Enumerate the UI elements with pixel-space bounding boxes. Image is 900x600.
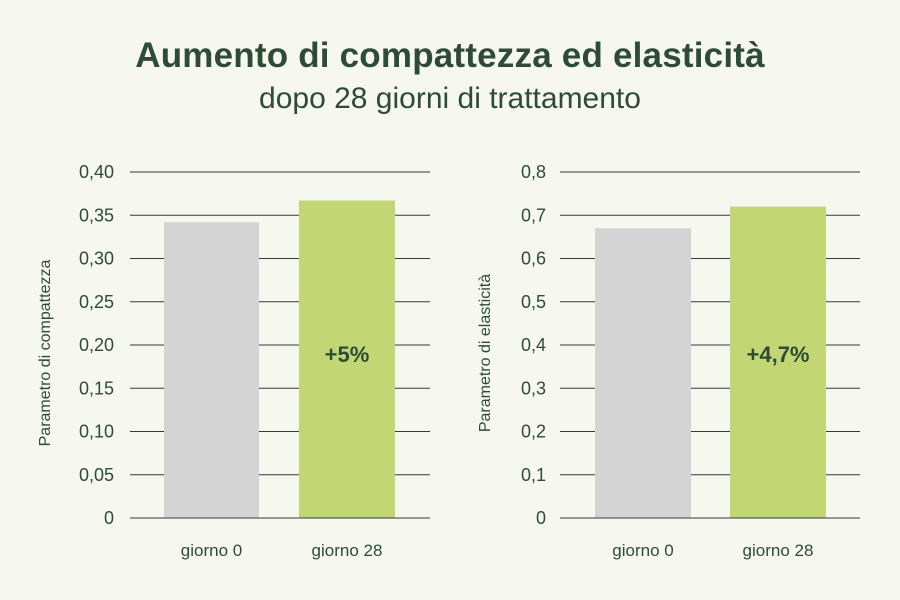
y-tick-label: 0,20 bbox=[79, 335, 114, 355]
y-tick-label: 0,35 bbox=[79, 205, 114, 225]
y-tick-label: 0,25 bbox=[79, 292, 114, 312]
y-tick-label: 0,4 bbox=[521, 335, 546, 355]
y-tick-label: 0,8 bbox=[521, 162, 546, 182]
x-tick-label: giorno 0 bbox=[181, 541, 242, 560]
x-tick-label: giorno 28 bbox=[743, 541, 814, 560]
y-tick-label: 0 bbox=[104, 508, 114, 528]
chart-title: Aumento di compattezza ed elasticità bbox=[135, 36, 765, 75]
y-tick-label: 0,15 bbox=[79, 378, 114, 398]
y-tick-label: 0,6 bbox=[521, 249, 546, 269]
y-tick-label: 0,7 bbox=[521, 205, 546, 225]
chart-subtitle: dopo 28 giorni di trattamento bbox=[259, 82, 641, 115]
bar-giorno-0 bbox=[595, 228, 691, 518]
bar-annotation: +5% bbox=[325, 342, 370, 367]
y-tick-label: 0,2 bbox=[521, 422, 546, 442]
y-axis-label: Parametro di elasticità bbox=[477, 274, 494, 432]
y-tick-label: 0,05 bbox=[79, 465, 114, 485]
y-tick-label: 0 bbox=[536, 508, 546, 528]
bar-giorno-0 bbox=[164, 222, 259, 519]
bar-giorno-28 bbox=[299, 200, 395, 519]
y-tick-label: 0,10 bbox=[79, 422, 114, 442]
y-tick-label: 0,30 bbox=[79, 249, 114, 269]
x-tick-label: giorno 0 bbox=[612, 541, 673, 560]
bar-annotation: +4,7% bbox=[747, 342, 810, 367]
y-tick-label: 0,3 bbox=[521, 378, 546, 398]
y-tick-label: 0,1 bbox=[521, 465, 546, 485]
y-tick-label: 0,5 bbox=[521, 292, 546, 312]
y-axis-label: Parametro di compattezza bbox=[37, 260, 54, 447]
bar-giorno-28 bbox=[730, 206, 826, 518]
x-tick-label: giorno 28 bbox=[312, 541, 383, 560]
y-tick-label: 0,40 bbox=[79, 162, 114, 182]
